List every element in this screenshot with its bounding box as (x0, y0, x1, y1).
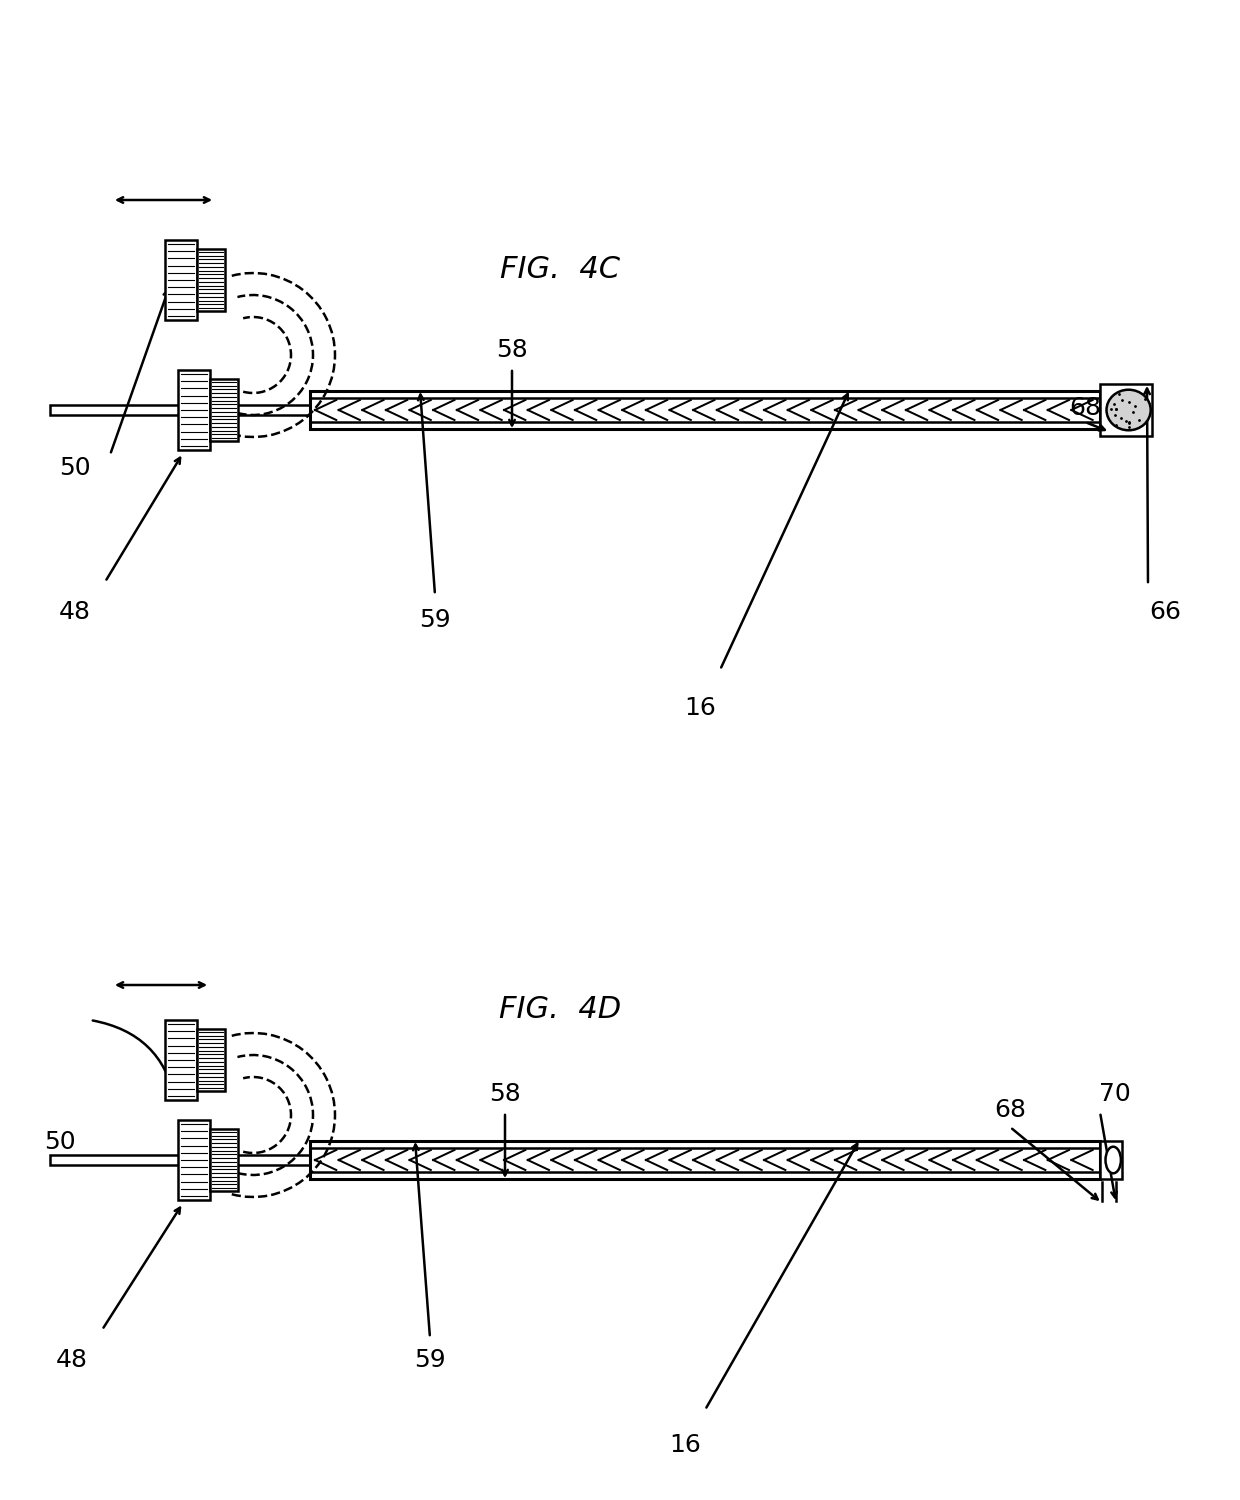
Bar (50, 405, 310, 416)
Text: 16: 16 (670, 1432, 701, 1456)
Bar (165, 1020, 197, 1100)
Text: 70: 70 (1099, 1082, 1131, 1106)
Bar (210, 1130, 238, 1191)
Text: 59: 59 (419, 608, 451, 631)
Text: FIG.  4D: FIG. 4D (498, 996, 621, 1024)
Bar (310, 392, 1100, 429)
Bar (197, 1029, 224, 1090)
Text: FIG.  4C: FIG. 4C (500, 255, 620, 285)
Bar (179, 1120, 210, 1200)
Ellipse shape (1106, 1146, 1121, 1173)
Bar (165, 240, 197, 320)
Bar (1100, 1142, 1122, 1179)
Bar (210, 380, 238, 441)
Bar (50, 1155, 310, 1166)
Text: 50: 50 (45, 1130, 76, 1154)
Text: 50: 50 (60, 456, 91, 480)
Text: 48: 48 (56, 1348, 88, 1372)
Text: 66: 66 (1149, 600, 1180, 624)
Bar (197, 249, 224, 310)
Ellipse shape (1106, 390, 1151, 430)
Text: 68: 68 (994, 1098, 1025, 1122)
Bar (1100, 384, 1152, 436)
Bar (179, 370, 210, 450)
Text: 48: 48 (60, 600, 91, 624)
Text: 59: 59 (414, 1348, 446, 1372)
Text: 58: 58 (489, 1082, 521, 1106)
Bar (310, 1142, 1100, 1179)
Text: 68: 68 (1069, 396, 1101, 420)
Text: 58: 58 (496, 338, 528, 362)
Text: 16: 16 (684, 696, 715, 720)
